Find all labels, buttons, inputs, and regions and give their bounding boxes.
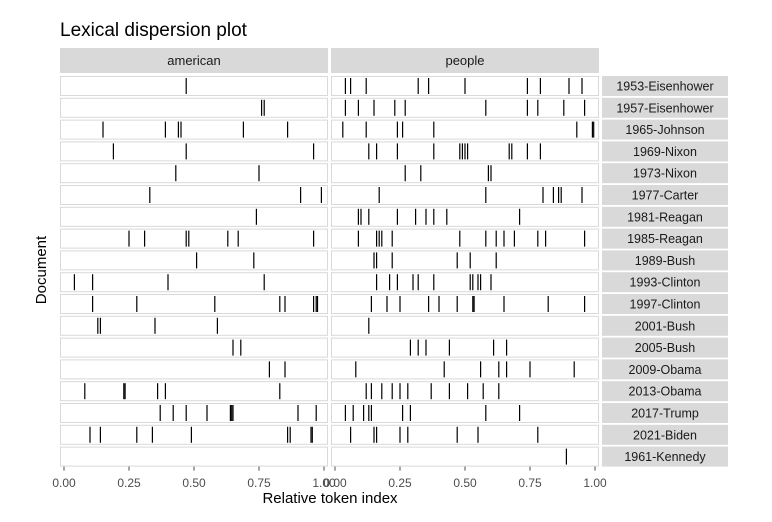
x-tick-label: 0.25 bbox=[388, 476, 412, 490]
panel-cell bbox=[331, 403, 599, 423]
panel-cell bbox=[60, 119, 328, 140]
document-label: 1989-Bush bbox=[635, 254, 696, 268]
document-strip bbox=[602, 206, 728, 227]
panel-cell bbox=[331, 250, 599, 271]
document-strip bbox=[602, 424, 728, 445]
document-label: 2001-Bush bbox=[635, 319, 696, 333]
document-strip bbox=[602, 141, 728, 162]
panel-cell bbox=[331, 97, 599, 118]
panel-cell bbox=[60, 337, 328, 358]
document-strip bbox=[602, 359, 728, 380]
document-label: 2021-Biden bbox=[633, 428, 697, 442]
document-strip bbox=[602, 250, 728, 271]
document-label: 1957-Eisenhower bbox=[616, 101, 713, 115]
panel-cell bbox=[60, 76, 328, 96]
document-strip bbox=[602, 163, 728, 184]
panel-cell bbox=[60, 359, 328, 380]
document-label: 1977-Carter bbox=[632, 189, 699, 203]
x-axis-ticks: 0.00 0.25 0.50 0.75 1.000.00 0.25 0.50 0.75 1.00 bbox=[52, 466, 607, 490]
panel-cell bbox=[331, 163, 599, 184]
panel-cell bbox=[60, 272, 328, 293]
panel-cell bbox=[60, 381, 328, 402]
panel-cell bbox=[60, 446, 328, 467]
panel-cell bbox=[60, 424, 328, 445]
x-tick-label: 1.00 bbox=[312, 476, 336, 490]
panel-cell bbox=[60, 206, 328, 227]
panel-cell bbox=[60, 315, 328, 336]
document-strip bbox=[602, 228, 728, 249]
x-tick-label: 0.50 bbox=[182, 476, 206, 490]
document-label: 1969-Nixon bbox=[633, 145, 697, 159]
x-tick-label: 1.00 bbox=[583, 476, 607, 490]
document-strip bbox=[602, 97, 728, 118]
x-tick-label: 0.00 bbox=[52, 476, 76, 490]
document-label: 1961-Kennedy bbox=[624, 450, 706, 464]
document-label: 1953-Eisenhower bbox=[616, 80, 713, 94]
document-strip bbox=[602, 315, 728, 336]
document-label: 2017-Trump bbox=[631, 407, 699, 421]
facet-panels: american people bbox=[60, 48, 599, 467]
document-strip bbox=[602, 119, 728, 140]
panel-cell bbox=[60, 403, 328, 423]
document-label: 1985-Reagan bbox=[627, 232, 703, 246]
document-label: 2013-Obama bbox=[629, 385, 702, 399]
panel-cell bbox=[331, 446, 599, 467]
y-axis-label: Document bbox=[33, 235, 50, 304]
document-label: 1973-Nixon bbox=[633, 167, 697, 181]
x-tick-label: 0.75 bbox=[247, 476, 271, 490]
panel-cell bbox=[331, 381, 599, 402]
x-tick-label: 0.75 bbox=[518, 476, 542, 490]
panel-cell bbox=[331, 359, 599, 380]
document-strip bbox=[602, 185, 728, 205]
panel-cell bbox=[331, 337, 599, 358]
document-strip bbox=[602, 76, 728, 96]
x-axis-label: Relative token index bbox=[262, 490, 398, 507]
document-strip bbox=[602, 337, 728, 358]
panel-cell bbox=[60, 163, 328, 184]
document-label: 2005-Bush bbox=[635, 341, 696, 355]
panel-cell bbox=[60, 141, 328, 162]
facet-strip-people bbox=[331, 48, 599, 73]
panel-cell bbox=[60, 97, 328, 118]
panel-cell bbox=[331, 272, 599, 293]
panel-cell bbox=[331, 228, 599, 249]
panel-cell bbox=[331, 185, 599, 205]
document-strip bbox=[602, 381, 728, 402]
x-tick-label: 0.25 bbox=[117, 476, 141, 490]
panel-cell bbox=[331, 424, 599, 445]
document-strip bbox=[602, 403, 728, 423]
facet-label: american bbox=[167, 53, 220, 68]
document-strips: 1953-Eisenhower 1957-Eisenhower 1965-Johns… bbox=[602, 76, 728, 467]
panel-cell bbox=[331, 119, 599, 140]
x-tick-label: 0.00 bbox=[323, 476, 347, 490]
document-strip bbox=[602, 294, 728, 314]
panel-cell bbox=[60, 250, 328, 271]
facet-strip-american bbox=[60, 48, 328, 73]
panel-cell bbox=[331, 206, 599, 227]
document-label: 2009-Obama bbox=[629, 363, 702, 377]
document-label: 1993-Clinton bbox=[630, 276, 701, 290]
document-strip bbox=[602, 446, 728, 467]
document-label: 1997-Clinton bbox=[630, 298, 701, 312]
x-tick-label: 0.50 bbox=[453, 476, 477, 490]
document-strip bbox=[602, 272, 728, 293]
facet-label: people bbox=[445, 53, 484, 68]
chart-title: Lexical dispersion plot bbox=[60, 20, 248, 41]
panel-cell bbox=[331, 294, 599, 314]
document-label: 1981-Reagan bbox=[627, 210, 703, 224]
panel-cell bbox=[60, 294, 328, 314]
document-label: 1965-Johnson bbox=[625, 123, 704, 137]
panel-cell bbox=[331, 315, 599, 336]
panel-cell bbox=[60, 185, 328, 205]
panel-cell bbox=[60, 228, 328, 249]
